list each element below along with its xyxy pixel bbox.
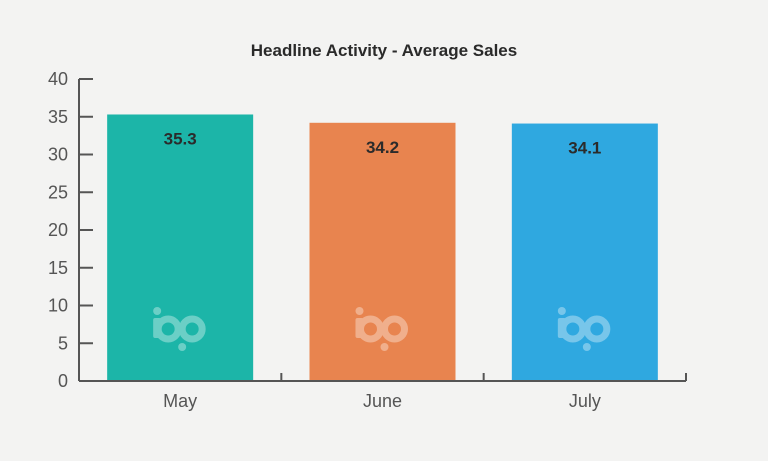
- chart-title: Headline Activity - Average Sales: [251, 41, 517, 60]
- bars-layer: 35.3 34.2 34.1: [107, 114, 658, 382]
- y-tick-label: 5: [58, 333, 68, 353]
- y-tick-label: 0: [58, 371, 68, 391]
- x-tick-label: July: [569, 391, 601, 411]
- value-label: 34.2: [366, 138, 399, 157]
- y-tick-label: 25: [48, 182, 68, 202]
- bp-logo-icon: [557, 307, 611, 351]
- x-tick-label: May: [163, 391, 197, 411]
- bar-june: [309, 122, 456, 381]
- x-tick-label: June: [363, 391, 402, 411]
- y-tick-label: 30: [48, 145, 68, 165]
- value-label: 35.3: [164, 129, 197, 148]
- value-label: 34.1: [568, 139, 601, 158]
- axes-layer: May June July 0 5 10 15 20 25 30 35 40: [48, 69, 687, 411]
- y-tick-label: 10: [48, 296, 68, 316]
- bar-july: [511, 123, 658, 382]
- y-tick-label: 40: [48, 69, 68, 89]
- y-tick-label: 35: [48, 107, 68, 127]
- bp-logo-icon: [355, 307, 408, 351]
- y-tick-label: 15: [48, 258, 68, 278]
- bar-may: [107, 114, 254, 382]
- bp-logo-icon: [153, 307, 206, 351]
- y-tick-label: 20: [48, 220, 68, 240]
